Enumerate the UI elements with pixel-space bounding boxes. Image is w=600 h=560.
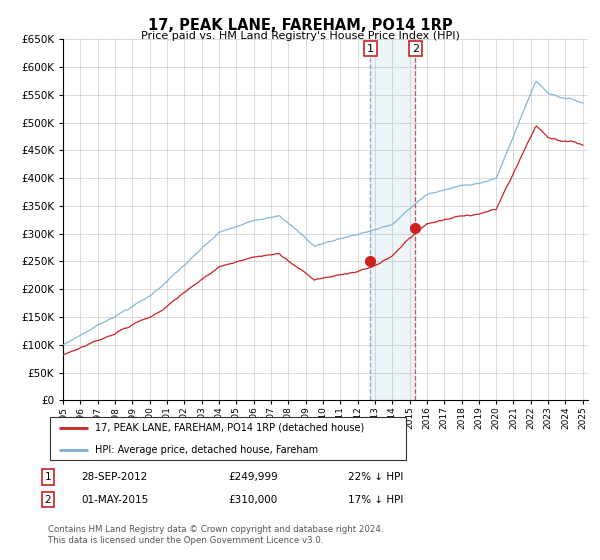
Text: 2: 2 xyxy=(44,494,52,505)
Text: HPI: Average price, detached house, Fareham: HPI: Average price, detached house, Fare… xyxy=(95,445,318,455)
Text: 17, PEAK LANE, FAREHAM, PO14 1RP (detached house): 17, PEAK LANE, FAREHAM, PO14 1RP (detach… xyxy=(95,423,364,433)
Text: 28-SEP-2012: 28-SEP-2012 xyxy=(81,472,147,482)
Text: 01-MAY-2015: 01-MAY-2015 xyxy=(81,494,148,505)
Text: £249,999: £249,999 xyxy=(228,472,278,482)
Text: 1: 1 xyxy=(367,44,374,54)
FancyBboxPatch shape xyxy=(50,417,406,460)
Text: 17% ↓ HPI: 17% ↓ HPI xyxy=(348,494,403,505)
Text: 2: 2 xyxy=(412,44,419,54)
Text: Contains HM Land Registry data © Crown copyright and database right 2024.
This d: Contains HM Land Registry data © Crown c… xyxy=(48,525,383,545)
Text: 1: 1 xyxy=(44,472,52,482)
Text: 17, PEAK LANE, FAREHAM, PO14 1RP: 17, PEAK LANE, FAREHAM, PO14 1RP xyxy=(148,18,452,33)
Text: 22% ↓ HPI: 22% ↓ HPI xyxy=(348,472,403,482)
Text: Price paid vs. HM Land Registry's House Price Index (HPI): Price paid vs. HM Land Registry's House … xyxy=(140,31,460,41)
Text: £310,000: £310,000 xyxy=(228,494,277,505)
Bar xyxy=(370,39,415,400)
